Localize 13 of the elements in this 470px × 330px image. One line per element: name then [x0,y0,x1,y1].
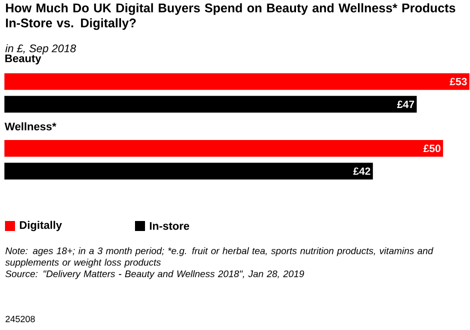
text: 245208 [6,316,35,322]
data-label: £47 [397,100,414,108]
y-tick-label: Beauty [5,54,42,64]
text: Note: ages 18+; in a 3 month period; *e.g. fruit or herbal tea, sports nutrition products, vitamins and supplements or weight loss products [5,247,434,268]
legend-label: Digitally [20,220,62,232]
data-label: £53 [450,78,467,86]
chart-title: How Much Do UK Digital Buyers Spend on Beauty and Wellness* Products In-Store vs. Digitally? [6,3,456,30]
source-note: Source: "Delivery Matters - Beauty and Wellness 2018", Jan 28, 2019 [5,270,304,280]
y-tick-label: Wellness* [4,122,56,130]
data-label: £50 [423,144,440,152]
legend-label: In-store [150,222,190,230]
chart-subtitle: in £, Sep 2018 [5,44,76,54]
data-label: £42 [353,167,370,175]
